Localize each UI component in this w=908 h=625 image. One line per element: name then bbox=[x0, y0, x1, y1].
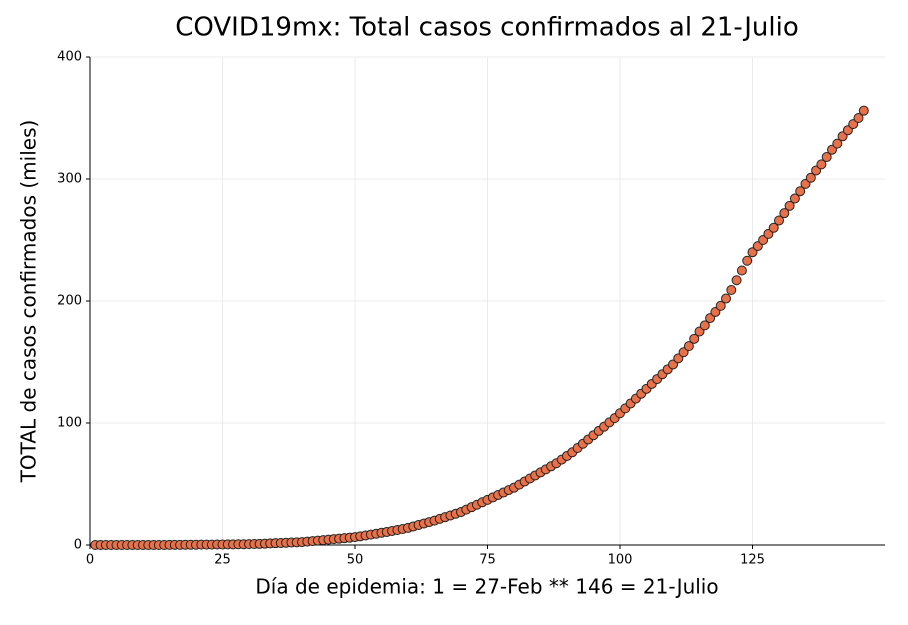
point bbox=[816, 159, 827, 170]
point bbox=[683, 341, 694, 352]
y-tick-label: 200 bbox=[57, 294, 82, 309]
point bbox=[774, 215, 784, 226]
y-axis-label: TOTAL de casos confirmados (miles) bbox=[17, 120, 41, 484]
x-tick-label: 25 bbox=[214, 553, 231, 568]
y-tick-label: 0 bbox=[74, 538, 82, 553]
point bbox=[699, 320, 710, 331]
point bbox=[768, 222, 779, 233]
point bbox=[858, 105, 869, 116]
x-tick-label: 75 bbox=[479, 553, 496, 568]
point bbox=[832, 138, 843, 149]
x-tick-label: 125 bbox=[740, 553, 765, 568]
point bbox=[721, 293, 731, 304]
point bbox=[784, 200, 795, 211]
x-axis-label: Día de epidemia: 1 = 27-Feb ** 146 = 21-… bbox=[255, 575, 718, 599]
point bbox=[731, 275, 742, 286]
chart-title: COVID19mx: Total casos confirmados al 21… bbox=[175, 13, 799, 43]
x-tick-label: 50 bbox=[347, 553, 364, 568]
point bbox=[689, 333, 700, 344]
point bbox=[742, 255, 753, 266]
point bbox=[789, 193, 800, 204]
x-tick-label: 0 bbox=[86, 553, 94, 568]
x-tick-label: 100 bbox=[608, 553, 633, 568]
point bbox=[805, 172, 816, 183]
point bbox=[726, 285, 737, 296]
y-tick-label: 300 bbox=[57, 172, 82, 187]
y-tick-label: 400 bbox=[57, 50, 82, 65]
point bbox=[715, 300, 726, 311]
y-tick-label: 100 bbox=[57, 416, 82, 431]
point bbox=[795, 186, 806, 197]
point bbox=[779, 208, 790, 219]
point bbox=[853, 113, 864, 123]
point bbox=[736, 265, 747, 276]
point bbox=[821, 152, 832, 163]
